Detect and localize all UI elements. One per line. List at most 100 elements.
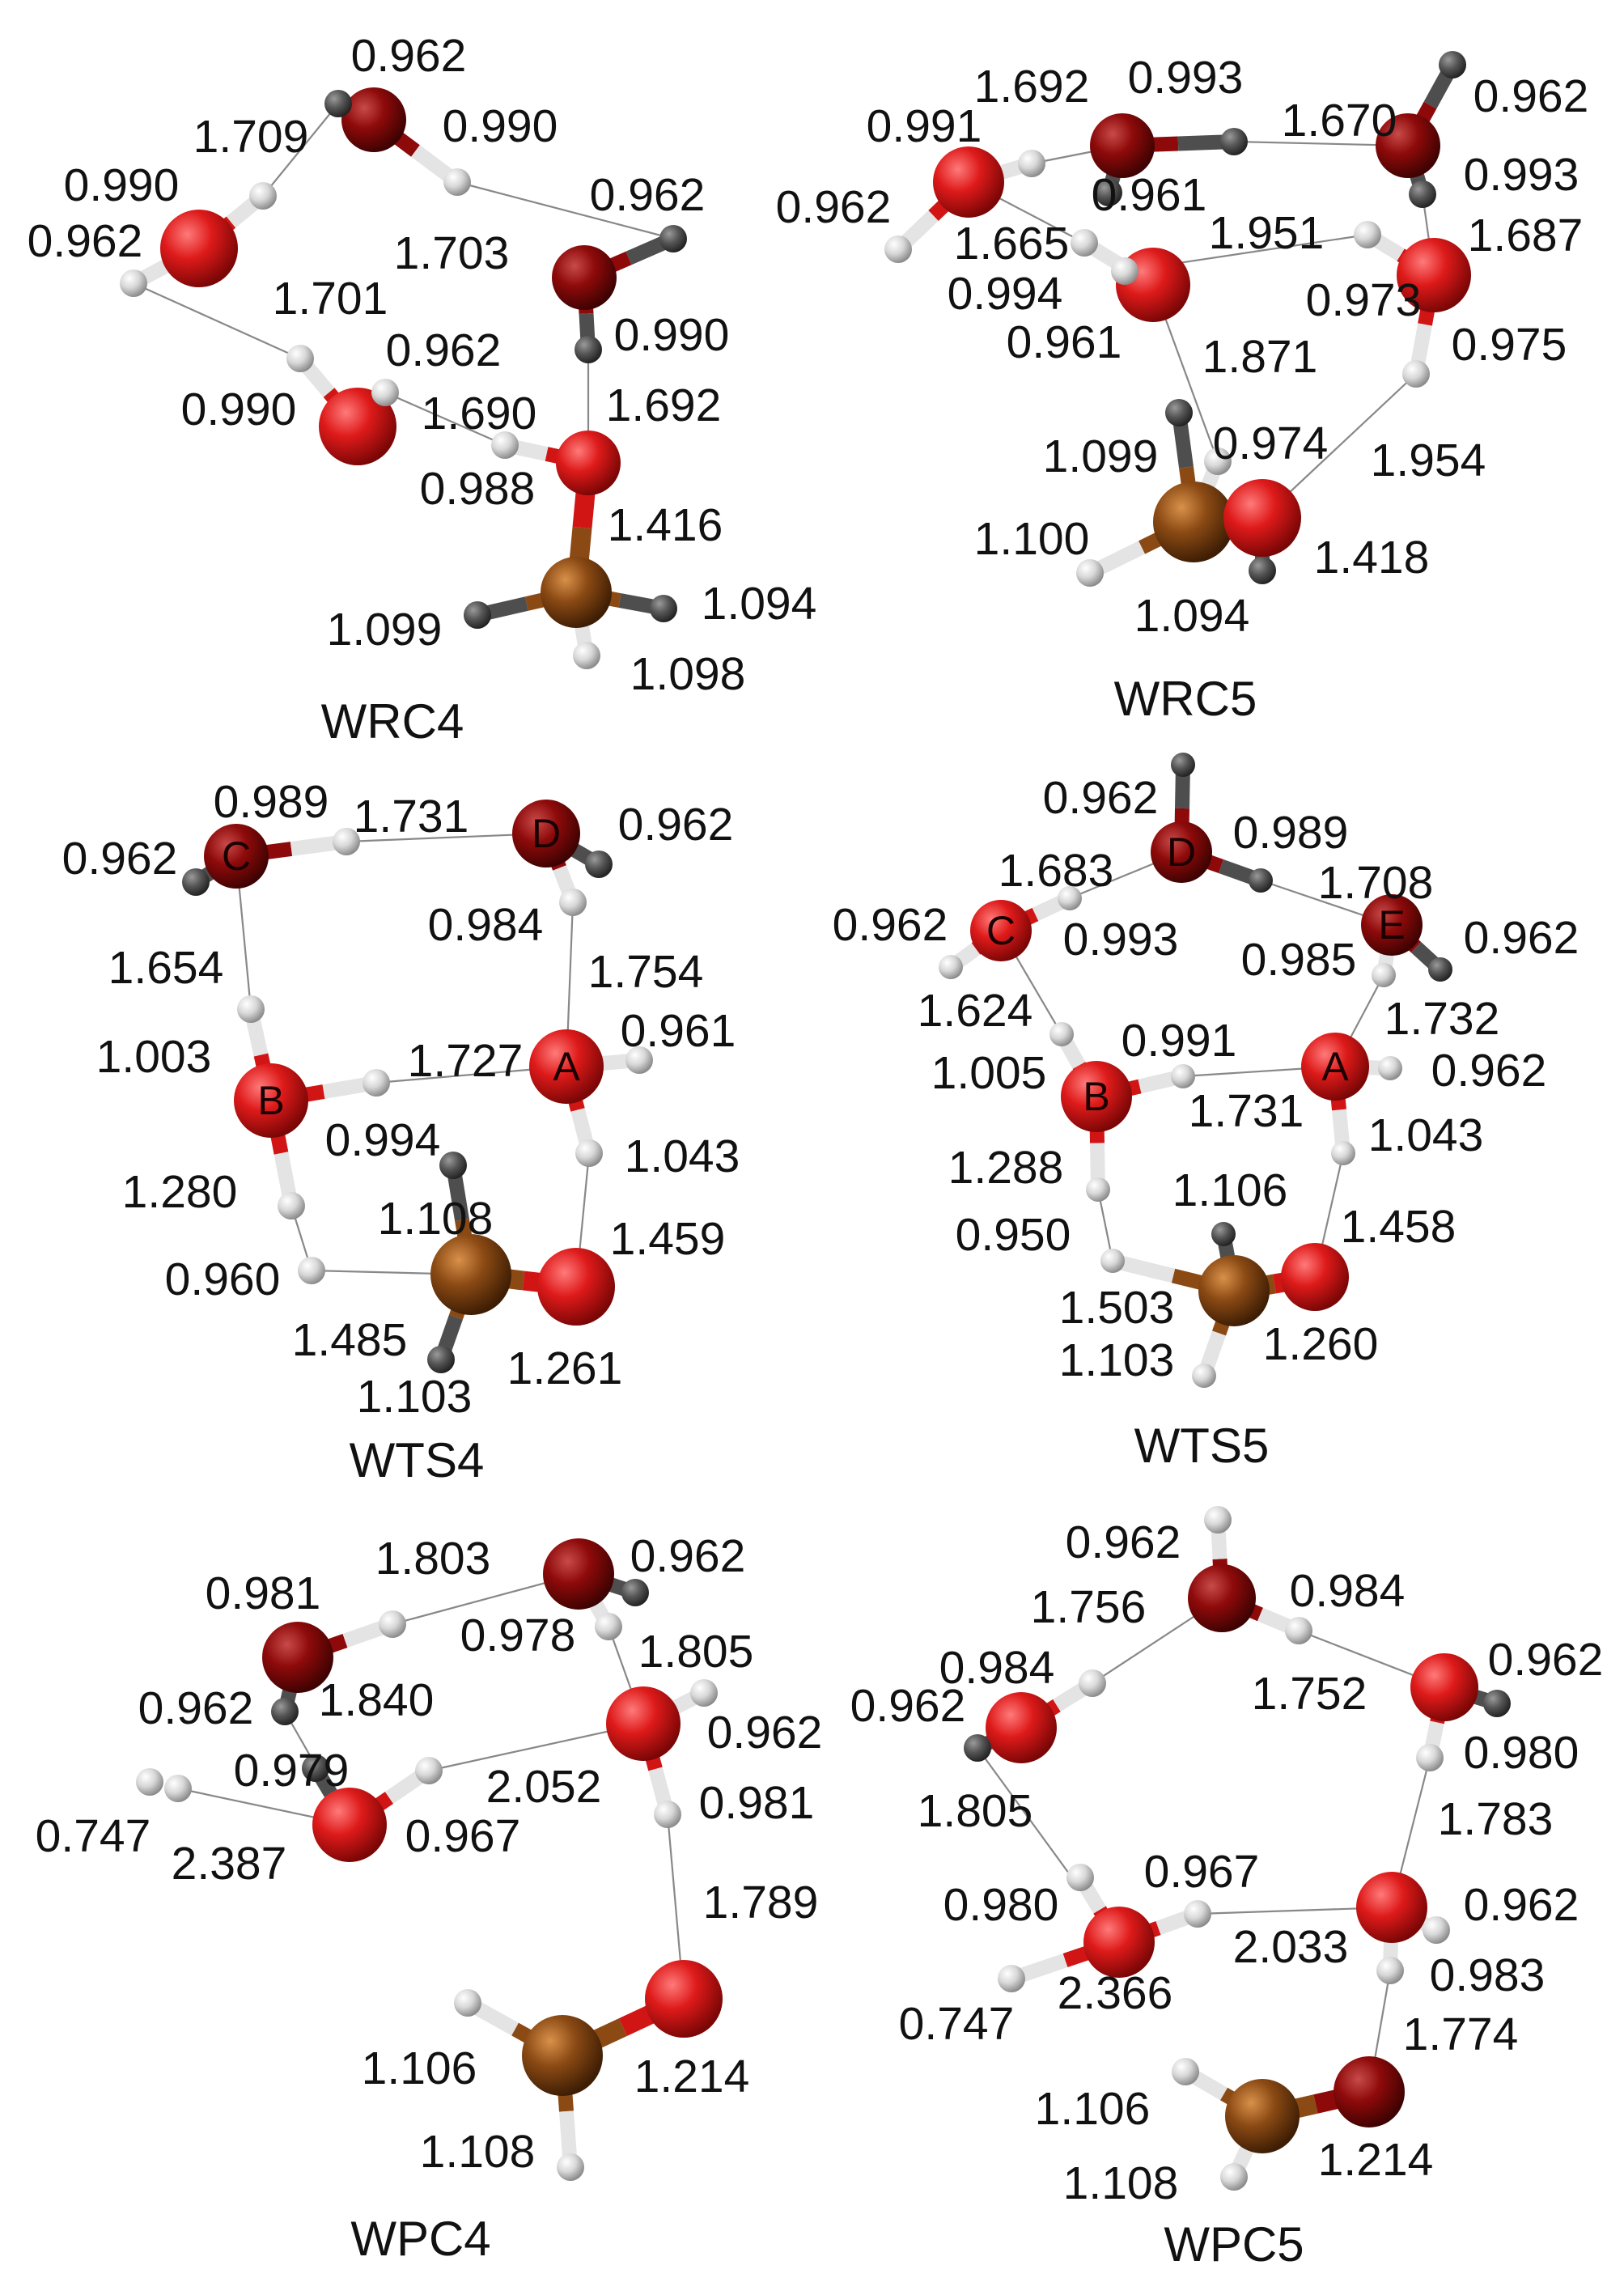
hydrogen-atom — [1409, 180, 1436, 208]
bond-length-label: 0.988 — [420, 463, 536, 515]
bond-length-label: 0.993 — [1464, 149, 1579, 201]
bond-length-label: 1.043 — [1368, 1109, 1484, 1161]
hydrogen-atom — [1086, 1177, 1110, 1202]
hydrogen-atom — [443, 168, 471, 196]
bond-length-label: 1.752 — [1252, 1668, 1367, 1720]
hydrogen-atom — [237, 995, 265, 1023]
hydrogen-atom — [1378, 1056, 1402, 1080]
bond-length-label: 1.260 — [1263, 1318, 1379, 1370]
bond-length-label: 0.990 — [181, 384, 297, 435]
hydrogen-atom — [427, 1346, 455, 1373]
bond-length-label: 0.962 — [1473, 70, 1589, 122]
oxygen-atom — [537, 1248, 615, 1326]
hydrogen-atom — [1066, 1864, 1094, 1891]
hydrogen-atom — [1249, 868, 1273, 893]
hydrogen-atom — [1165, 399, 1193, 426]
hydrogen-atom — [659, 225, 687, 252]
bond-length-label: 1.106 — [1172, 1164, 1288, 1216]
bond-length-label: 0.967 — [1144, 1846, 1260, 1898]
bond-length-label: 1.692 — [974, 61, 1090, 112]
bond-length-label: 0.747 — [899, 1998, 1015, 2050]
hydrogen-bond-line — [133, 282, 301, 360]
bond-length-label: 0.984 — [428, 899, 544, 951]
bond-length-label: 1.732 — [1384, 993, 1500, 1045]
oxygen-atom — [1281, 1243, 1349, 1311]
hydrogen-atom — [1204, 1506, 1232, 1534]
bond-length-label: 1.703 — [394, 227, 510, 279]
hydrogen-atom — [884, 235, 912, 263]
hydrogen-atom — [1220, 128, 1248, 155]
bond-length-label: 1.727 — [408, 1035, 524, 1087]
hydrogen-atom — [136, 1768, 163, 1796]
oxygen-atom — [1376, 113, 1440, 178]
bond-length-label: 0.994 — [948, 268, 1063, 320]
atom-letter-label: B — [1083, 1074, 1109, 1119]
hydrogen-atom — [371, 379, 399, 406]
hydrogen-atom — [1372, 963, 1396, 987]
oxygen-atom — [1223, 479, 1301, 557]
oxygen-atom — [204, 824, 269, 889]
structure-title: WTS5 — [1134, 1419, 1270, 1473]
bond-length-label: 1.789 — [703, 1877, 819, 1928]
bond-length-label: 1.459 — [610, 1213, 726, 1265]
hydrogen-atom — [454, 1989, 481, 2017]
hydrogen-atom — [1204, 448, 1232, 475]
hydrogen-atom — [379, 1610, 406, 1638]
carbon-atom — [1225, 2079, 1300, 2153]
bond-length-label: 1.701 — [273, 273, 388, 325]
bond-length-label: 1.280 — [122, 1166, 238, 1218]
bond-length-label: 0.961 — [1007, 316, 1122, 368]
bond-length-label: 0.980 — [1464, 1727, 1579, 1779]
hydrogen-atom — [585, 851, 613, 878]
bond-length-label: 0.961 — [621, 1005, 736, 1057]
bond-length-label: 1.108 — [1063, 2157, 1179, 2209]
hydrogen-atom — [439, 1152, 467, 1179]
hydrogen-atom — [1249, 557, 1276, 584]
hydrogen-atom — [1171, 1064, 1195, 1088]
structure-title: WPC4 — [350, 2212, 490, 2266]
hydrogen-atom — [1172, 2058, 1199, 2085]
atom-letter-label: E — [1378, 902, 1405, 948]
oxygen-atom — [1334, 2056, 1405, 2127]
bond-length-label: 0.967 — [405, 1810, 521, 1862]
oxygen-atom — [529, 1029, 604, 1104]
bond-length-label: 0.990 — [614, 309, 730, 361]
hydrogen-bond-line — [262, 103, 339, 197]
bond-length-label: 1.416 — [608, 499, 723, 551]
bond-length-label: 1.099 — [327, 604, 443, 655]
hydrogen-atom — [1192, 1364, 1216, 1388]
hydrogen-atom — [1095, 179, 1122, 206]
bond-length-label: 1.005 — [931, 1047, 1047, 1099]
oxygen-atom — [341, 87, 406, 152]
hydrogen-atom — [298, 1257, 325, 1284]
bond-length-label: 0.983 — [1430, 1949, 1546, 2001]
bond-length-label: 1.108 — [378, 1193, 494, 1245]
bond-length-label: 0.991 — [867, 100, 982, 152]
hydrogen-atom — [1076, 559, 1104, 587]
oxygen-atom — [512, 800, 580, 868]
bond-length-label: 0.984 — [1290, 1565, 1406, 1617]
hydrogen-atom — [415, 1757, 443, 1784]
bond-length-label: 2.387 — [172, 1838, 287, 1890]
hydrogen-atom — [1423, 1916, 1450, 1944]
bond-length-label: 1.731 — [1189, 1085, 1304, 1137]
bond-length-label: 0.962 — [138, 1682, 254, 1734]
hydrogen-atom — [654, 1801, 681, 1828]
bond-length-label: 1.954 — [1371, 435, 1486, 486]
structure-title: WRC5 — [1114, 672, 1257, 726]
bond-length-label: 1.214 — [634, 2051, 750, 2102]
bond-length-label: 1.665 — [954, 218, 1070, 269]
hydrogen-atom — [1439, 51, 1466, 78]
bond-length-label: 1.709 — [193, 111, 309, 163]
hydrogen-atom — [1428, 957, 1452, 982]
hydrogen-atom — [324, 90, 352, 117]
oxygen-atom — [645, 1960, 723, 2038]
hydrogen-atom — [1285, 1617, 1312, 1644]
bond-length-label: 1.103 — [1059, 1334, 1175, 1386]
bond-length-label: 1.094 — [702, 578, 817, 630]
bond-length-label: 1.783 — [1438, 1793, 1554, 1845]
hydrogen-atom — [575, 1139, 603, 1167]
hydrogen-atom — [595, 1613, 622, 1640]
bond-length-label: 1.043 — [625, 1131, 740, 1182]
